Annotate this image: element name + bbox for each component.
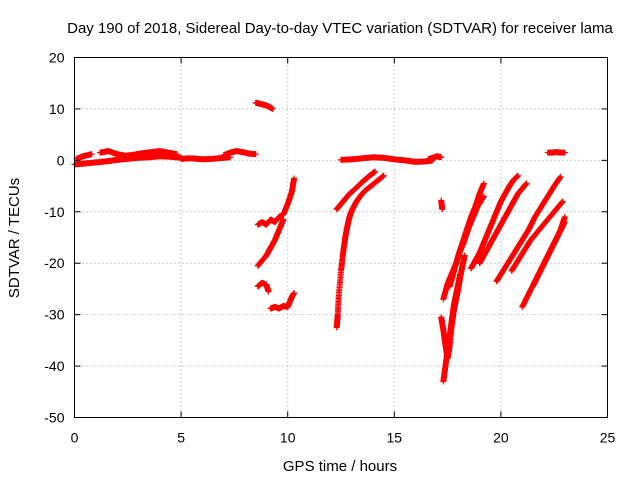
series-arc-4 [178, 154, 234, 163]
data-point-markers [338, 154, 436, 165]
data-point-markers [529, 219, 568, 290]
series-arc-23 [508, 198, 566, 274]
data-point-markers [468, 172, 521, 272]
series-arc-6 [252, 99, 276, 112]
series-arc-19 [446, 180, 487, 290]
data-point-markers [425, 153, 445, 163]
series-arc-3 [97, 148, 180, 159]
y-tick-label: -20 [44, 255, 64, 271]
data-point-markers [73, 151, 95, 162]
data-point-markers [476, 180, 530, 267]
data-point-markers [254, 216, 287, 269]
series-arc-14 [425, 153, 445, 163]
x-tick-label: 25 [600, 430, 616, 446]
data-point-markers [178, 154, 234, 163]
series-arc-22 [493, 173, 564, 285]
data-point-markers [493, 173, 564, 285]
data-point-markers [508, 198, 566, 274]
series-arc-5 [220, 148, 259, 159]
chart-title: Day 190 of 2018, Sidereal Day-to-day VTE… [67, 20, 613, 37]
data-point-markers [333, 172, 387, 331]
axis-ticks: 0 5 10 15 20 25 20 10 0 -10 -20 -30 -40 -50 [44, 50, 615, 446]
series-arc-25 [529, 219, 568, 290]
data-point-markers [220, 148, 259, 159]
data-point-markers [446, 180, 487, 290]
series-arc-17 [438, 252, 468, 362]
series-arc-12 [333, 168, 379, 213]
y-tick-label: -40 [44, 358, 64, 374]
y-tick-label: -10 [44, 204, 64, 220]
series-arc-20 [468, 172, 521, 272]
y-tick-label: 20 [49, 50, 65, 66]
x-axis-label: GPS time / hours [283, 458, 397, 475]
series-arc-13 [338, 154, 436, 165]
plot-frame [74, 57, 608, 418]
y-tick-label: 0 [57, 152, 65, 168]
x-tick-label: 10 [280, 430, 296, 446]
y-tick-label: 10 [49, 101, 65, 117]
grid [74, 57, 608, 418]
x-tick-label: 5 [177, 430, 185, 446]
series-arc-7 [254, 175, 298, 228]
series-arc-2 [73, 151, 95, 162]
series-arc-10 [267, 290, 298, 312]
series-arc-8 [254, 216, 287, 269]
y-tick-label: -30 [44, 307, 64, 323]
data-point-markers [254, 279, 272, 295]
series-arc-11 [333, 172, 387, 331]
y-tick-label: -50 [44, 410, 64, 426]
data-point-markers [544, 149, 568, 156]
data-point-markers [97, 148, 180, 159]
data-point-markers [267, 290, 298, 312]
data-point-markers [333, 168, 379, 213]
series-arc-15 [438, 197, 446, 213]
data-points [71, 99, 568, 385]
x-tick-label: 0 [71, 430, 79, 446]
x-tick-label: 20 [493, 430, 509, 446]
x-tick-label: 15 [387, 430, 403, 446]
data-point-markers [438, 252, 468, 362]
data-point-markers [252, 99, 276, 112]
series-arc-21 [476, 180, 530, 267]
data-point-markers [438, 197, 446, 213]
series-arc-26 [544, 149, 568, 156]
y-axis-label: SDTVAR / TECUs [6, 178, 23, 298]
data-point-markers [254, 175, 298, 228]
series-arc-9 [254, 279, 272, 295]
